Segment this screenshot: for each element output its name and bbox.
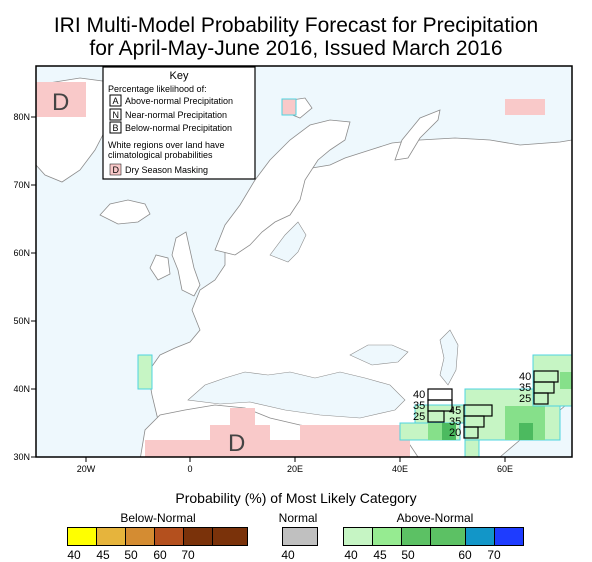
above-cell	[137, 354, 153, 390]
prob-box-2-above: 45	[449, 405, 461, 417]
prob-box-1-below: 25	[413, 411, 425, 423]
prob-box-2-below: 20	[449, 427, 461, 439]
key-code-d: D	[113, 165, 120, 175]
key-code-b: B	[113, 123, 119, 133]
legend-below-swatch	[126, 528, 155, 545]
prob-box-1-above: 40	[413, 389, 425, 401]
legend-above-label: Above-Normal	[396, 511, 474, 525]
legend-normal-label: Normal	[278, 511, 318, 525]
legend-below-swatch	[97, 528, 126, 545]
land-ireland	[149, 254, 171, 281]
lat-label-80n: 80N	[13, 112, 30, 122]
above-cell	[560, 372, 572, 389]
above-cell	[428, 423, 442, 440]
lat-label-70n: 70N	[13, 180, 30, 190]
legend-below-swatch	[155, 528, 184, 545]
legend-tick: 45	[373, 548, 387, 562]
legend-above-swatch	[466, 528, 495, 545]
lat-label-30n: 30N	[13, 452, 30, 462]
key-subtitle: Percentage likelihood of:	[108, 84, 207, 94]
legend-normal-swatch	[283, 528, 317, 545]
sea-mediterranean	[187, 371, 406, 419]
lon-label-20e: 20E	[287, 464, 303, 474]
lon-label-40e: 40E	[392, 464, 408, 474]
lat-label-50n: 50N	[13, 316, 30, 326]
key-label-above: Above-normal Precipitation	[125, 96, 233, 106]
forecast-map: D D 40 35 25 45 35 20 40 35 25 80N 70N 6…	[13, 65, 573, 474]
legend-title: Probability (%) of Most Likely Category	[175, 490, 417, 506]
dry-mark-sahara: D	[228, 430, 245, 457]
legend-below-scale	[67, 527, 248, 546]
lon-label-20w: 20W	[77, 464, 96, 474]
key-title: Key	[170, 70, 189, 82]
key-code-n: N	[113, 110, 120, 120]
prob-box-1-near: 35	[413, 400, 425, 412]
key-note-line-2: climatological probabilities	[108, 150, 213, 160]
dry-cell	[145, 440, 410, 457]
legend-above-swatch	[431, 528, 466, 545]
legend-tick: 60	[153, 548, 167, 562]
lon-label-60e: 60E	[497, 464, 513, 474]
prob-box-group-1	[427, 388, 453, 423]
legend-above-swatch	[495, 528, 523, 545]
key-code-a: A	[113, 96, 119, 106]
legend-above-swatch	[344, 528, 373, 545]
legend-below-swatch	[213, 528, 247, 545]
above-cell	[505, 406, 545, 423]
prob-box-3-above: 40	[519, 371, 531, 383]
dry-cell	[281, 98, 297, 116]
legend-normal-scale	[282, 527, 318, 546]
legend-tick: 60	[458, 548, 472, 562]
legend-tick: 50	[124, 548, 138, 562]
dry-cell	[505, 99, 545, 115]
legend-below-swatch	[184, 528, 213, 545]
legend-tick: 40	[281, 548, 295, 562]
land-scandinavia	[214, 119, 351, 256]
sea-black	[349, 344, 409, 366]
legend-below-swatch	[68, 528, 97, 545]
legend-tick: 70	[181, 548, 195, 562]
legend-tick: 50	[401, 548, 415, 562]
map-title-line-1: IRI Multi-Model Probability Forecast for…	[53, 14, 539, 37]
lat-label-40n: 40N	[13, 384, 30, 394]
legend-above-swatch	[402, 528, 431, 545]
legend-above-swatch	[373, 528, 402, 545]
prob-box-group-3	[533, 370, 559, 405]
land-iceland	[99, 199, 151, 225]
key-label-below: Below-normal Precipitation	[125, 123, 232, 133]
map-frame	[35, 65, 573, 458]
legend-below-label: Below-Normal	[120, 511, 196, 525]
land-britain	[171, 231, 201, 297]
land-novaya-zemlya	[394, 109, 441, 161]
map-title-line-2: for April-May-June 2016, Issued March 20…	[89, 37, 503, 60]
above-cell	[442, 423, 456, 440]
legend-tick: 45	[96, 548, 110, 562]
dry-cell	[300, 425, 410, 441]
legend-tick: 40	[67, 548, 81, 562]
lon-label-0: 0	[187, 464, 192, 474]
legend-tick: 40	[344, 548, 358, 562]
dry-cell	[36, 82, 86, 117]
key-note-line-1: White regions over land have	[108, 140, 225, 150]
prob-box-2-near: 35	[449, 416, 461, 428]
legend-tick: 70	[487, 548, 501, 562]
lat-label-60n: 60N	[13, 248, 30, 258]
map-key: Key Percentage likelihood of: A Above-no…	[102, 66, 256, 180]
prob-box-group-2	[463, 404, 493, 439]
dry-cell	[210, 425, 270, 441]
dry-mark-greenland: D	[52, 89, 69, 116]
above-cell	[464, 439, 480, 457]
prob-box-3-below: 25	[519, 393, 531, 405]
key-label-dry: Dry Season Masking	[125, 165, 208, 175]
key-label-near: Near-normal Precipitation	[125, 110, 227, 120]
sea-baltic	[269, 221, 307, 263]
prob-box-3-near: 35	[519, 382, 531, 394]
above-cell	[519, 423, 533, 440]
dry-cell	[230, 408, 255, 425]
legend-above-scale	[343, 527, 524, 546]
sea-caspian	[439, 329, 459, 386]
